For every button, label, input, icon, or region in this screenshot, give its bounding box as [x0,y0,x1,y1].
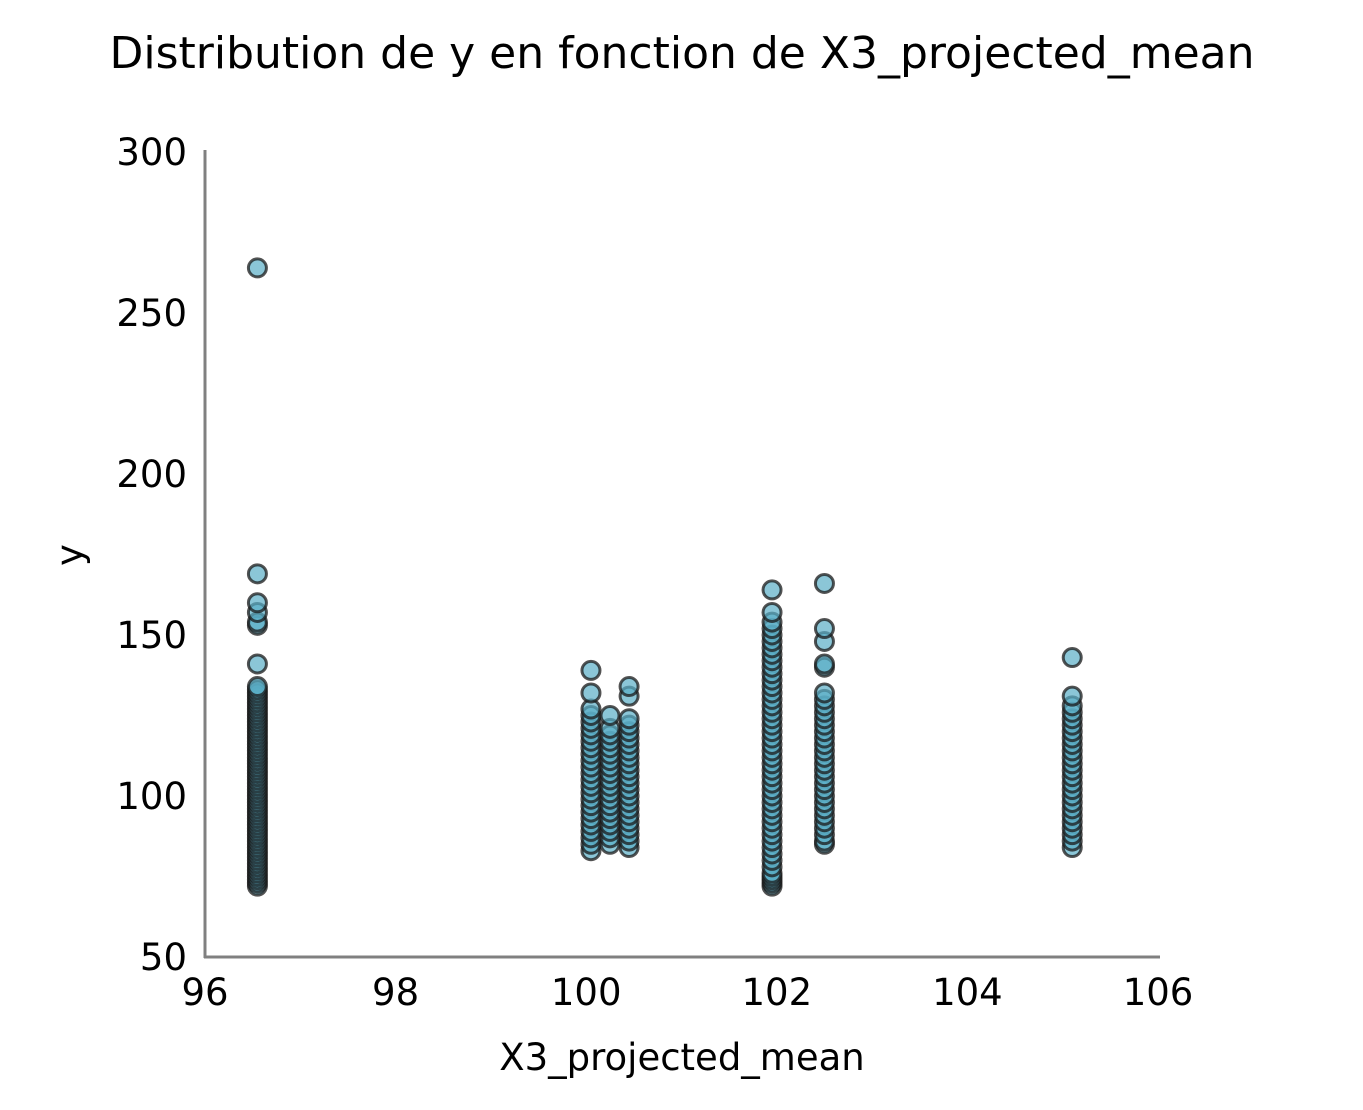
data-point [580,659,602,681]
x-tick-label: 102 [741,971,812,1014]
data-point [618,708,640,730]
x-tick-label: 98 [372,971,419,1014]
y-tick-label: 150 [116,614,187,657]
x-axis-label: X3_projected_mean [499,1036,864,1079]
y-axis-label: y [48,544,91,566]
data-point [246,592,268,614]
y-tick-label: 200 [116,453,187,496]
plot-points [246,257,1083,897]
data-point [761,601,783,623]
x-tick-label: 100 [551,971,622,1014]
data-point [580,682,602,704]
x-tick-labels: 96 98 100 102 104 106 [181,971,1193,1014]
data-point [246,563,268,585]
x-tick-label: 106 [1123,971,1194,1014]
y-tick-labels: 50 100 150 200 250 300 [116,131,187,979]
data-point [618,676,640,698]
data-point [813,682,835,704]
data-point [1061,685,1083,707]
data-point [813,618,835,640]
x-tick-label: 96 [181,971,228,1014]
y-tick-label: 300 [116,131,187,174]
x-tick-label: 104 [932,971,1003,1014]
data-point [246,653,268,675]
data-point [246,257,268,279]
data-point [246,676,268,698]
chart-title: Distribution de y en fonction de X3_proj… [109,28,1254,79]
data-point [813,572,835,594]
y-tick-label: 100 [116,775,187,818]
data-point [599,705,621,726]
data-point [1061,647,1083,669]
data-point [813,653,835,675]
data-point [761,579,783,601]
y-tick-label: 250 [116,292,187,335]
y-tick-label: 50 [140,936,187,979]
